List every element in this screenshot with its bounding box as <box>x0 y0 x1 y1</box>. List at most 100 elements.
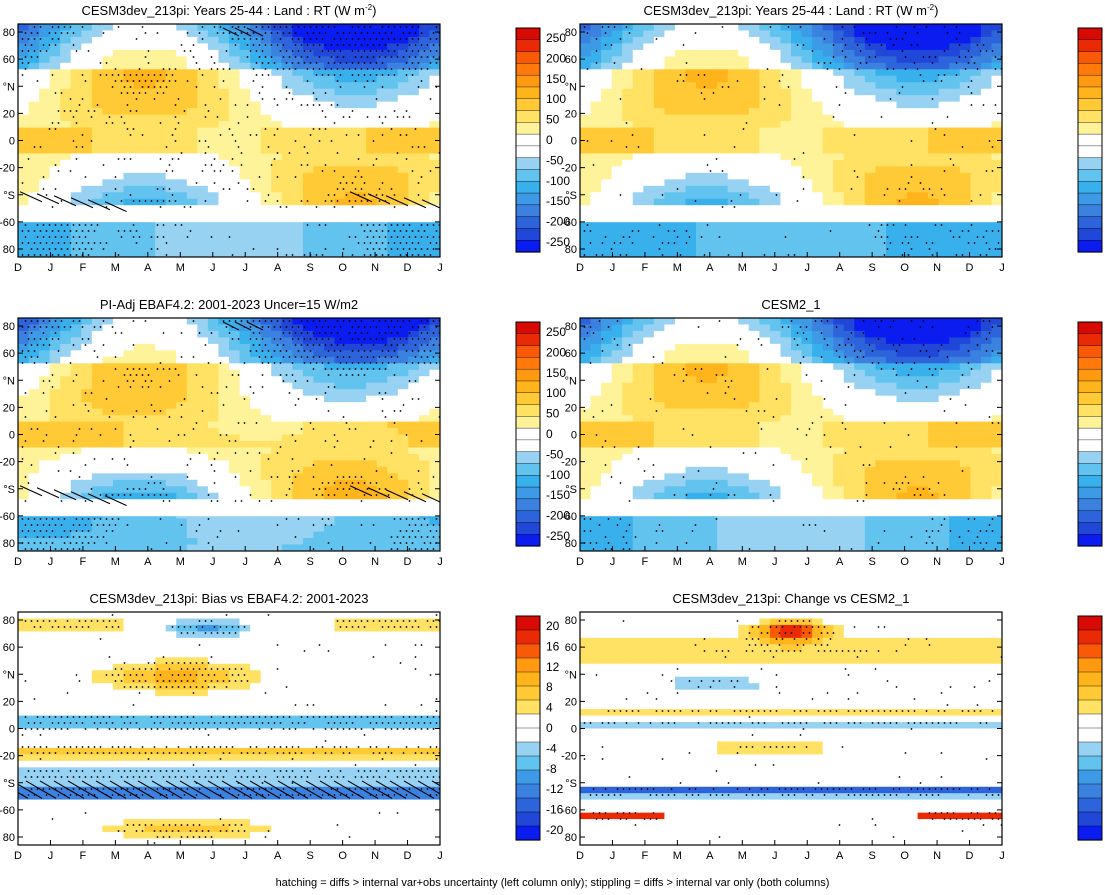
heatmap-cell <box>239 179 251 187</box>
heatmap-cell <box>70 172 82 180</box>
stipple-dot <box>402 248 405 250</box>
heatmap-cell <box>49 402 61 410</box>
heatmap-cell <box>134 356 146 364</box>
stipple-dot <box>315 254 318 256</box>
stipple-dot <box>171 194 174 196</box>
stipple-dot <box>357 50 360 52</box>
heatmap-cell <box>727 224 739 232</box>
heatmap-cell <box>60 250 72 257</box>
heatmap-cell <box>674 140 687 148</box>
heatmap-cell <box>70 146 82 155</box>
stipple-dot <box>390 188 393 190</box>
heatmap-cell <box>313 415 325 423</box>
heatmap-cell <box>186 108 198 116</box>
heatmap-cell <box>970 101 982 109</box>
heatmap-cell <box>302 356 314 364</box>
heatmap-cell <box>49 376 61 384</box>
heatmap-cell <box>833 82 845 90</box>
heatmap-cell <box>418 198 431 206</box>
stipple-dot <box>378 200 381 202</box>
heatmap-cell <box>239 198 251 206</box>
heatmap-cell <box>60 153 72 161</box>
y-tick-label: -20 <box>561 163 577 175</box>
stipple-dot <box>769 26 772 28</box>
heatmap-cell <box>49 337 61 345</box>
heatmap-cell <box>748 101 760 109</box>
stipple-dot <box>162 80 165 82</box>
heatmap-cell <box>748 231 760 239</box>
heatmap-cell <box>176 43 188 51</box>
heatmap-cell <box>387 363 399 371</box>
heatmap-cell <box>366 30 378 38</box>
heatmap-cell <box>685 82 697 90</box>
heatmap-cell <box>197 237 209 245</box>
stipple-dot <box>30 248 33 250</box>
heatmap-cell <box>250 114 262 122</box>
heatmap-cell <box>674 224 687 232</box>
heatmap-cell <box>165 146 177 155</box>
heatmap-cell <box>39 140 51 148</box>
colorbar-label: 150 <box>546 72 566 86</box>
heatmap-cell <box>176 159 188 167</box>
heatmap-cell <box>186 421 198 429</box>
heatmap-cell <box>843 250 855 257</box>
stipple-dot <box>949 158 952 160</box>
heatmap-cell <box>60 421 72 429</box>
heatmap-cell <box>408 382 420 390</box>
colorbar-swatch <box>1077 169 1103 182</box>
heatmap-cell <box>271 428 283 436</box>
heatmap-cell <box>207 421 220 429</box>
heatmap-cell <box>39 43 51 51</box>
heatmap-cell <box>81 244 93 252</box>
heatmap-cell <box>313 369 325 377</box>
stipple-dot <box>697 74 700 76</box>
heatmap-cell <box>197 415 209 423</box>
stipple-dot <box>619 242 622 244</box>
heatmap-cell <box>250 30 262 38</box>
heatmap-cell <box>271 250 283 257</box>
heatmap-cell <box>302 127 314 135</box>
heatmap-cell <box>759 134 771 142</box>
stipple-dot <box>75 110 78 112</box>
heatmap-cell <box>812 121 824 129</box>
stipple-dot <box>411 146 414 148</box>
heatmap-cell <box>345 330 357 339</box>
heatmap-cell <box>229 356 241 364</box>
heatmap-cell <box>408 402 420 410</box>
heatmap-cell <box>812 224 824 232</box>
heatmap-cell <box>864 146 876 155</box>
heatmap-cell <box>366 250 378 257</box>
heatmap-cell <box>727 56 739 64</box>
colorbar-frame <box>515 27 541 253</box>
heatmap-cell <box>780 43 792 51</box>
heatmap-cell <box>239 363 251 371</box>
heatmap-cell <box>197 363 209 371</box>
heatmap-cell <box>292 244 304 252</box>
heatmap-cell <box>706 88 718 96</box>
stipple-dot <box>108 116 111 118</box>
heatmap-cell <box>632 146 644 155</box>
stipple-dot <box>138 68 141 70</box>
heatmap-cell <box>959 24 971 32</box>
heatmap-cell <box>408 205 420 213</box>
stipple-dot <box>366 116 369 118</box>
heatmap-cell <box>590 185 602 193</box>
heatmap-cell <box>281 82 293 90</box>
heatmap-cell <box>323 172 336 180</box>
heatmap-cell <box>144 337 156 345</box>
heatmap-cell <box>313 49 325 57</box>
heatmap-cell <box>313 408 325 416</box>
heatmap-cell <box>366 153 378 161</box>
heatmap-cell <box>323 244 336 252</box>
heatmap-cell <box>260 389 272 397</box>
heatmap-cell <box>39 69 51 77</box>
heatmap-cell <box>81 166 93 174</box>
heatmap-cell <box>49 250 61 257</box>
heatmap-cell <box>738 146 750 155</box>
heatmap-cell <box>323 43 336 51</box>
heatmap-cell <box>102 402 114 410</box>
heatmap-cell <box>165 224 177 232</box>
heatmap-cell <box>91 127 103 135</box>
heatmap-cell <box>801 114 813 122</box>
